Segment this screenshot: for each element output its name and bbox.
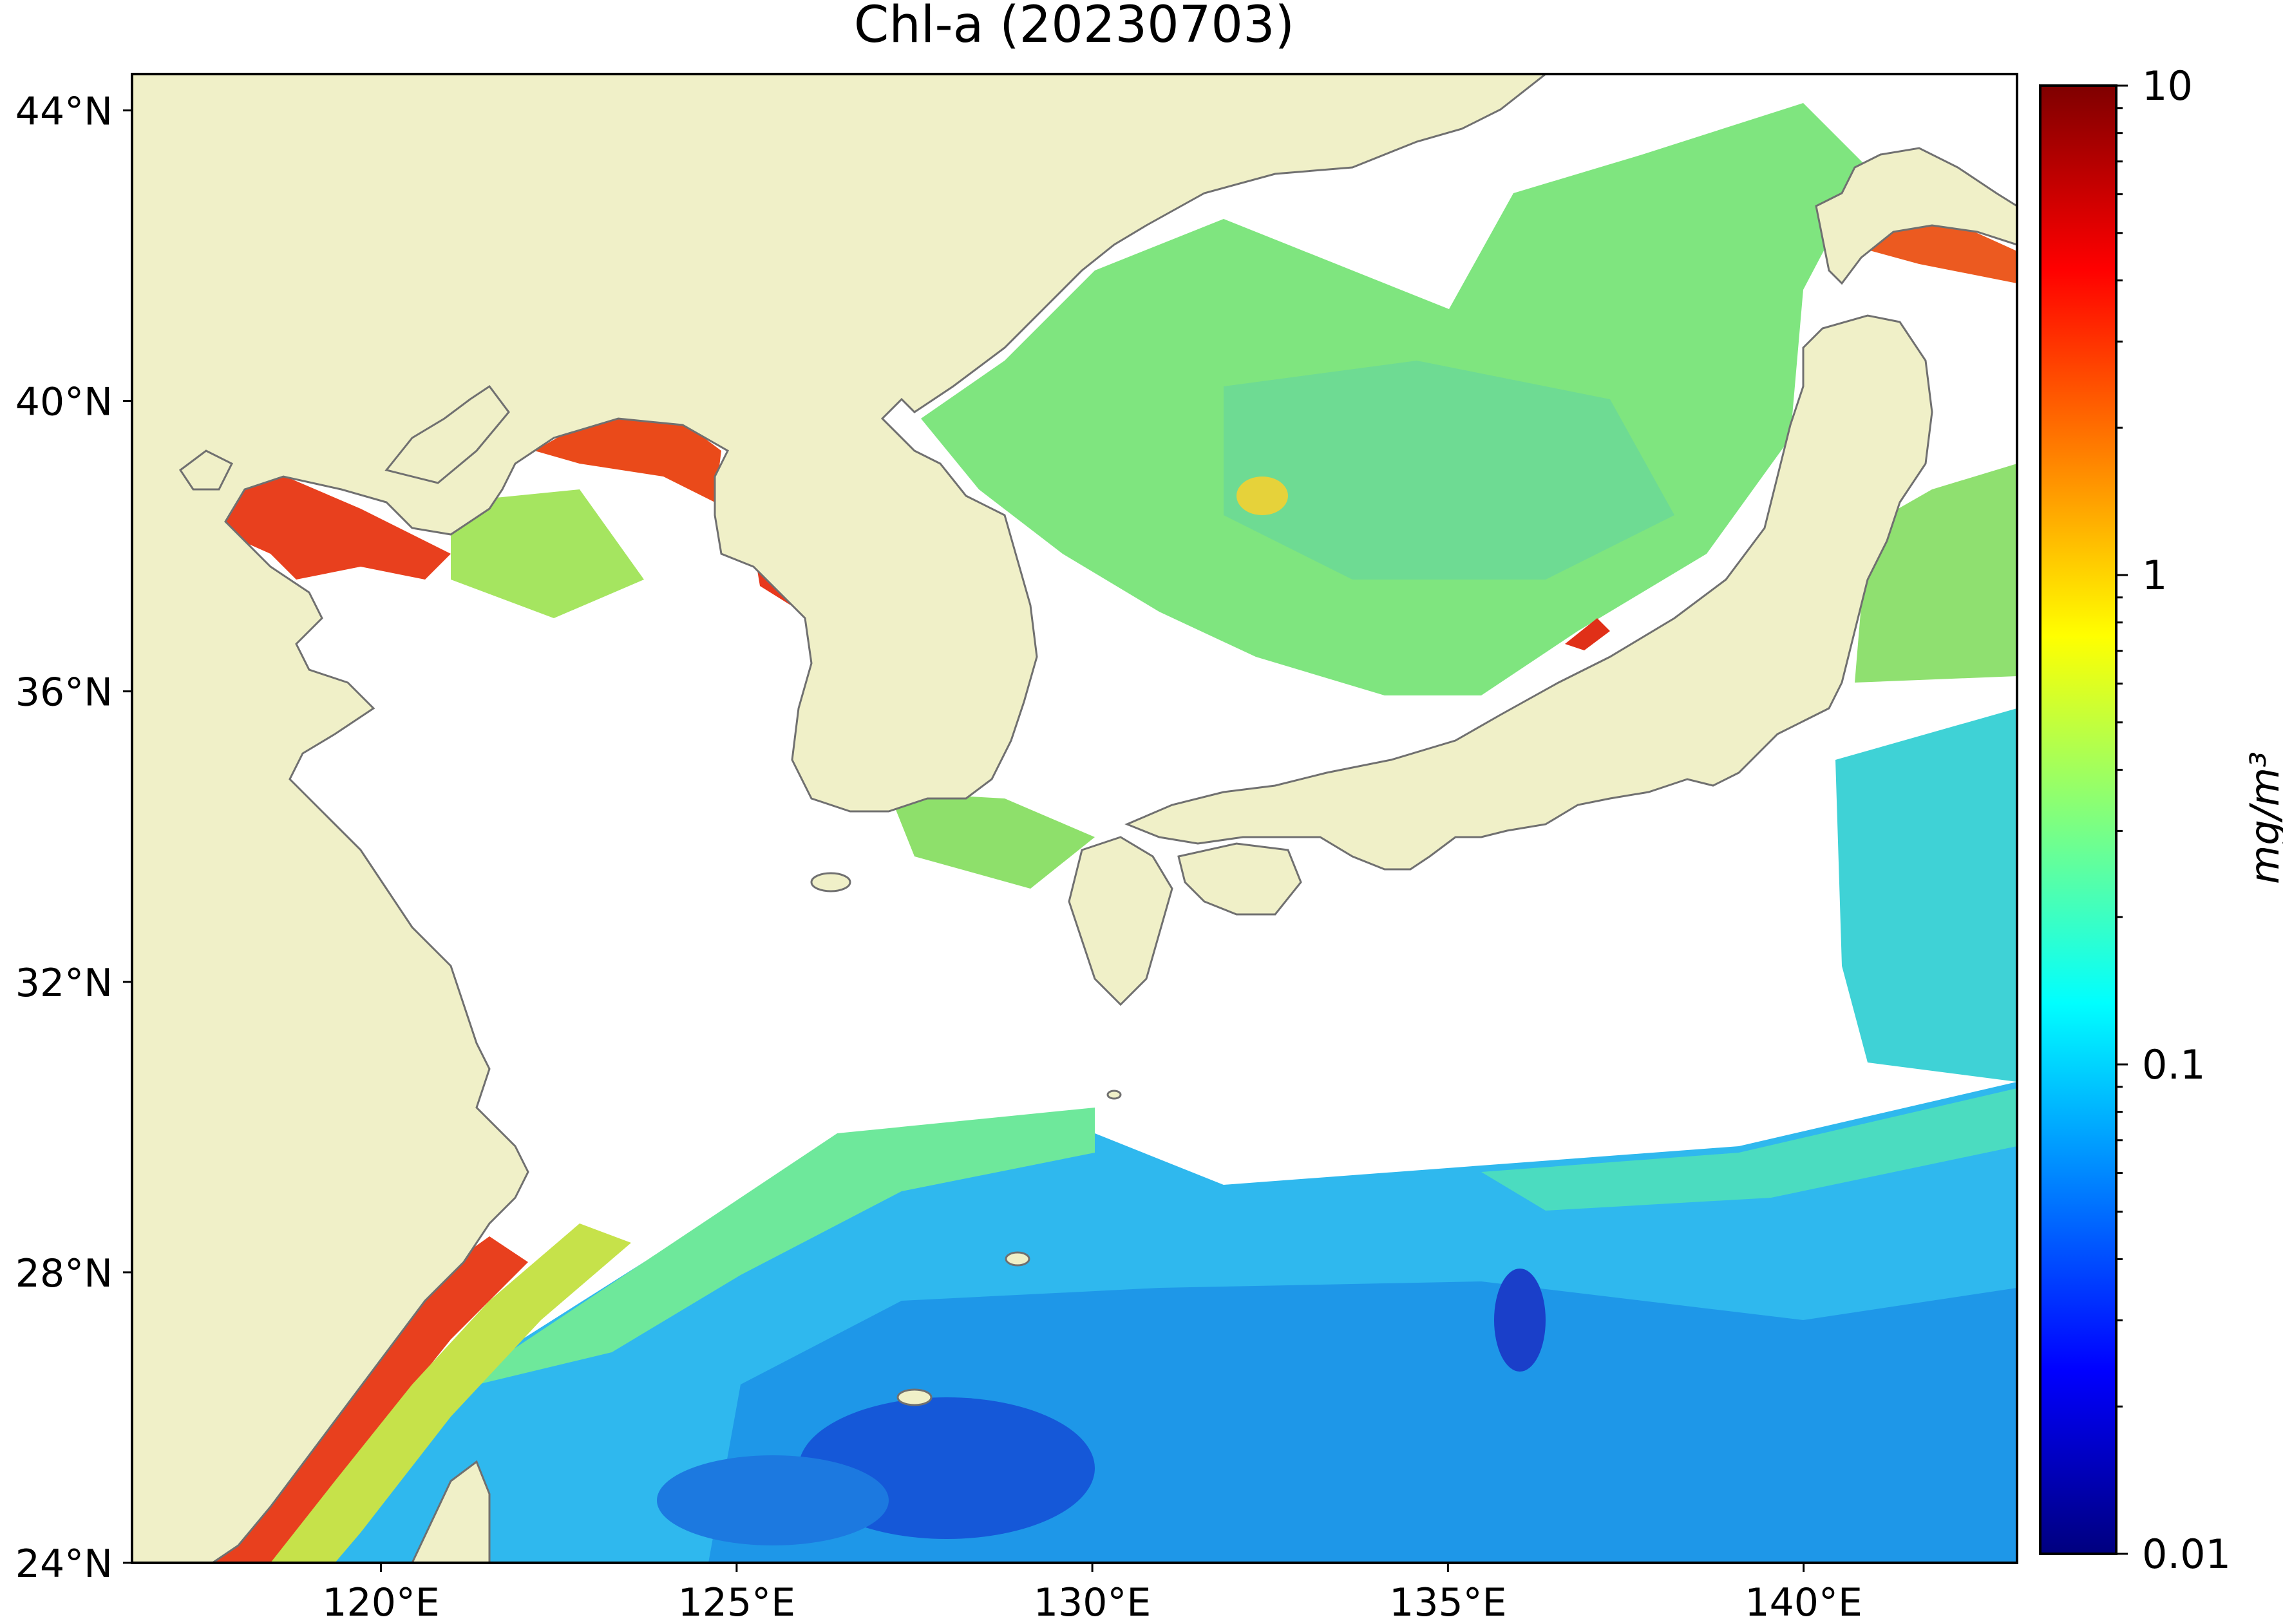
colorbar-tick-label: 0.1: [2142, 1041, 2206, 1088]
y-tick-label: 32°N: [15, 961, 113, 1006]
y-tick-label: 24°N: [15, 1542, 113, 1587]
chlorophyll-layer: [132, 103, 2017, 1563]
colorbar-gradient: [2039, 84, 2117, 1555]
map-frame: [131, 73, 2018, 1564]
colorbar-tick-label: 0.01: [2142, 1531, 2231, 1578]
colorbar: 10 1 0.1 0.01 mg/m³: [2039, 62, 2283, 1578]
x-tick-label: 140°E: [1745, 1580, 1862, 1624]
y-tick-label: 36°N: [15, 670, 113, 715]
x-tick-label: 130°E: [1034, 1580, 1151, 1624]
y-tick-label: 44°N: [15, 89, 113, 134]
colorbar-label: mg/m³: [2241, 751, 2283, 884]
land-layer: [132, 74, 2017, 1563]
x-tick-label: 135°E: [1389, 1580, 1506, 1624]
map-title: Chl-a (20230703): [854, 0, 1294, 54]
colorbar-tick-label: 10: [2142, 62, 2193, 109]
y-tick-label: 28°N: [15, 1251, 113, 1296]
x-tick-label: 125°E: [678, 1580, 795, 1624]
y-axis: 44°N 40°N 36°N 32°N 28°N 24°N: [15, 89, 132, 1587]
map-area: [132, 74, 2017, 1563]
x-tick-label: 120°E: [322, 1580, 439, 1624]
x-axis: 120°E 125°E 130°E 135°E 140°E: [322, 1563, 1862, 1624]
y-tick-label: 40°N: [15, 380, 113, 425]
colorbar-tick-label: 1: [2142, 552, 2167, 599]
colorbar-ticks: 10 1 0.1 0.01: [2116, 62, 2231, 1578]
